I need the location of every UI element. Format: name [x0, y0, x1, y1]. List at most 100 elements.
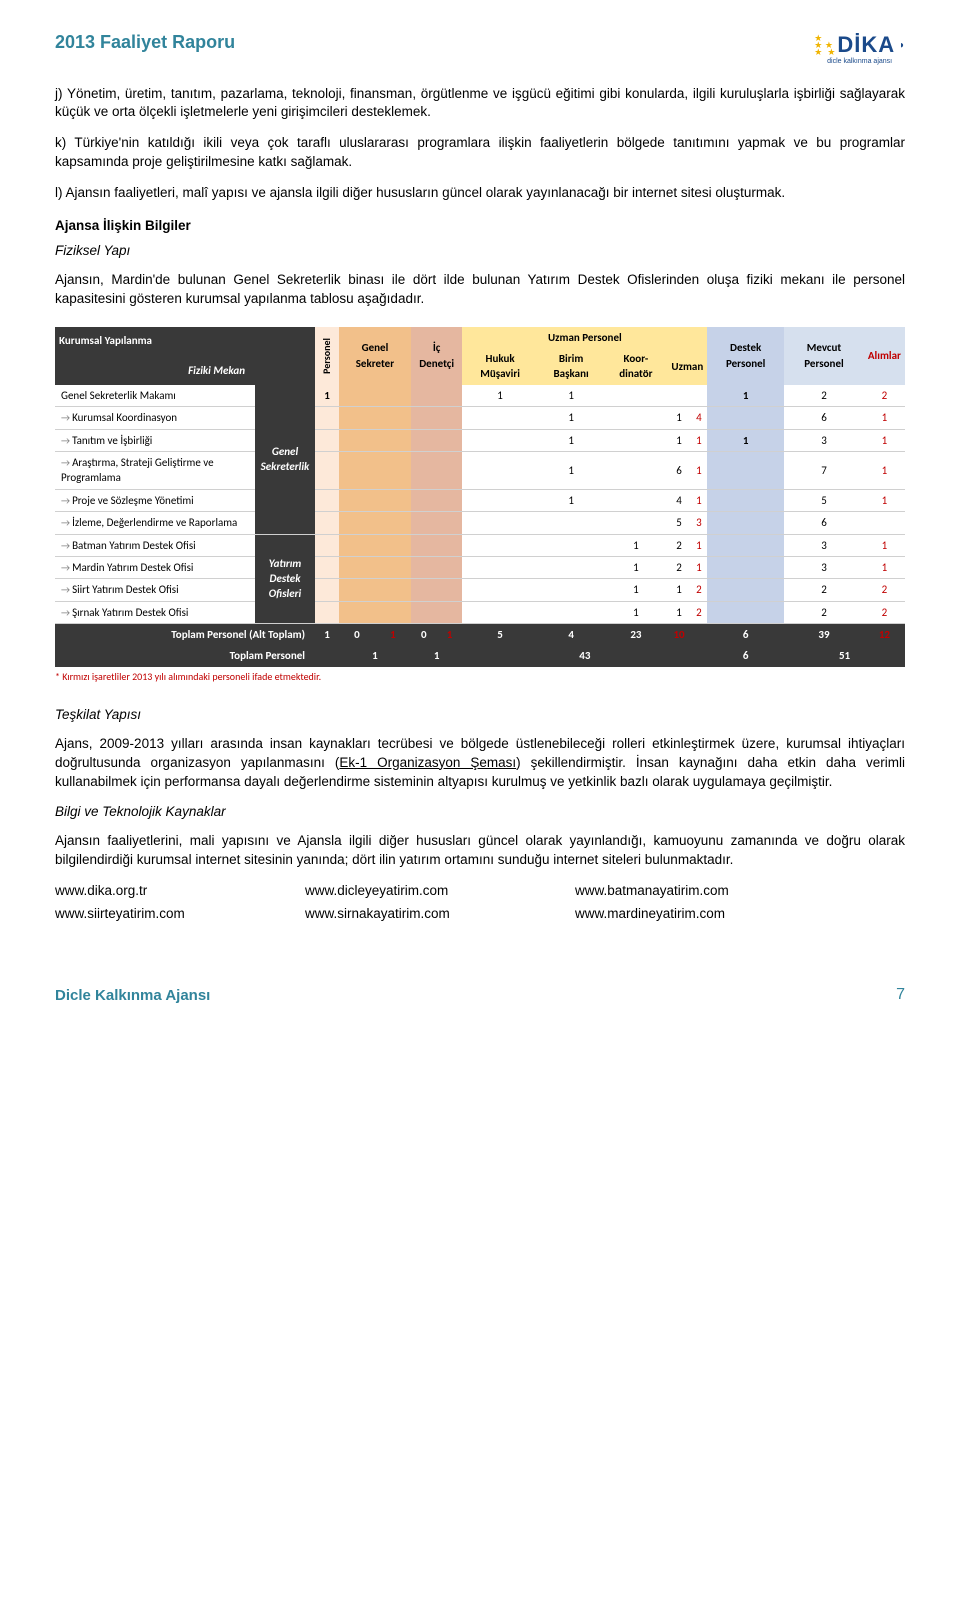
cell: 1	[707, 385, 784, 407]
url-dika[interactable]: www.dika.org.tr	[55, 882, 255, 901]
cell	[339, 429, 411, 451]
table-row: Tanıtım ve İşbirliği111131	[55, 429, 905, 451]
cell: 1	[604, 579, 667, 601]
cell: 1	[691, 429, 708, 451]
cell: 6	[667, 451, 690, 489]
footer-agency-name: Dicle Kalkınma Ajansı	[55, 985, 210, 1006]
cell	[462, 512, 537, 534]
cell: 1	[538, 429, 605, 451]
cell	[707, 407, 784, 429]
table-row: Araştırma, Strateji Geliştirme ve Progra…	[55, 451, 905, 489]
group-genel-sekreterlik: Genel Sekreterlik	[255, 385, 315, 534]
cell	[707, 451, 784, 489]
url-siirt[interactable]: www.siirteyatirim.com	[55, 905, 255, 924]
th-uzman: Uzman	[667, 348, 707, 385]
cell: 1	[691, 451, 708, 489]
cell: 1	[864, 534, 905, 556]
cell: 6	[707, 624, 784, 646]
logo-subtitle: dicle kalkınma ajansı	[827, 57, 892, 67]
cell	[411, 601, 463, 623]
table-row: Genel Sekreterlik Makamı Genel Sekreterl…	[55, 385, 905, 407]
table-note: * Kırmızı işaretliler 2013 yılı alımında…	[55, 670, 905, 684]
cell: 3	[784, 556, 864, 578]
th-hukuk: Hukuk Müşaviri	[462, 348, 537, 385]
url-batman[interactable]: www.batmanayatirim.com	[575, 882, 729, 901]
cell: 1	[437, 624, 463, 646]
cell: 39	[784, 624, 864, 646]
cell: 2	[784, 385, 864, 407]
row-name: Tanıtım ve İşbirliği	[55, 429, 255, 451]
cell: 1	[691, 556, 708, 578]
logo-stars: ★★ ★★ ★	[814, 35, 835, 57]
th-mevcut: Mevcut Personel	[784, 327, 864, 385]
cell	[538, 579, 605, 601]
heading-teskilat: Teşkilat Yapısı	[55, 706, 905, 725]
cell: 1	[462, 385, 537, 407]
cell	[462, 534, 537, 556]
cell	[462, 489, 537, 511]
subtotal-row: Toplam Personel (Alt Toplam) 1 01 01 5 4…	[55, 624, 905, 646]
cell: 0	[411, 624, 437, 646]
cell: 7	[784, 451, 864, 489]
th-genel-sekreter: Genel Sekreter	[339, 327, 411, 385]
cell: 1	[375, 624, 411, 646]
row-name: Mardin Yatırım Destek Ofisi	[55, 556, 255, 578]
logo: ★★ ★★ ★ DİKA ◗ dicle kalkınma ajansı	[814, 30, 905, 67]
table-row: Batman Yatırım Destek Ofisi Yatırım Dest…	[55, 534, 905, 556]
cell: 5	[784, 489, 864, 511]
cell	[707, 601, 784, 623]
cell: 1	[864, 429, 905, 451]
cell: 2	[784, 579, 864, 601]
cell	[604, 407, 667, 429]
cell	[864, 512, 905, 534]
group-yatirim-destek: Yatırım Destek Ofisleri	[255, 534, 315, 624]
cell	[538, 534, 605, 556]
cell	[411, 512, 463, 534]
cell: 1	[691, 489, 708, 511]
logo-swoosh-icon: ◗	[899, 40, 905, 51]
cell	[462, 407, 537, 429]
paragraph-ajansin: Ajansın, Mardin'de bulunan Genel Sekrete…	[55, 271, 905, 309]
total-label: Toplam Personel	[55, 645, 315, 666]
cell	[411, 489, 463, 511]
cell: 1	[864, 451, 905, 489]
cell: 3	[784, 429, 864, 451]
cell	[707, 579, 784, 601]
paragraph-j: j) Yönetim, üretim, tanıtım, pazarlama, …	[55, 85, 905, 123]
table-row: Kurumsal Koordinasyon11461	[55, 407, 905, 429]
cell	[411, 556, 463, 578]
url-row-2: www.siirteyatirim.com www.sirnakayatirim…	[55, 905, 905, 924]
cell	[339, 512, 411, 534]
row-name: Genel Sekreterlik Makamı	[55, 385, 255, 407]
th-koor: Koor-dinatör	[604, 348, 667, 385]
cell	[667, 385, 690, 407]
row-name: Araştırma, Strateji Geliştirme ve Progra…	[55, 451, 255, 489]
cell: 1	[864, 556, 905, 578]
cell: 2	[784, 601, 864, 623]
cell	[538, 556, 605, 578]
cell: 1	[707, 429, 784, 451]
cell	[339, 534, 411, 556]
row-name: İzleme, Değerlendirme ve Raporlama	[55, 512, 255, 534]
cell	[707, 534, 784, 556]
cell	[315, 451, 339, 489]
url-row-1: www.dika.org.tr www.dicleyeyatirim.com w…	[55, 882, 905, 901]
cell	[315, 534, 339, 556]
url-mardin[interactable]: www.mardineyatirim.com	[575, 905, 725, 924]
th-birim: Birim Başkanı	[538, 348, 605, 385]
cell: 10	[667, 624, 690, 646]
cell: 1	[691, 534, 708, 556]
paragraph-k: k) Türkiye'nin katıldığı ikili veya çok …	[55, 134, 905, 172]
th-personel: Personel	[319, 332, 335, 380]
url-sirnak[interactable]: www.sirnakayatirim.com	[305, 905, 525, 924]
cell	[462, 429, 537, 451]
link-ek1[interactable]: Ek-1 Organizasyon Şeması	[339, 755, 516, 770]
cell: 1	[604, 601, 667, 623]
cell: 1	[538, 451, 605, 489]
cell: 4	[667, 489, 690, 511]
cell	[315, 601, 339, 623]
table-row: Proje ve Sözleşme Yönetimi14151	[55, 489, 905, 511]
cell: 3	[691, 512, 708, 534]
total-row: Toplam Personel 1 1 43 6 51	[55, 645, 905, 666]
url-dicle[interactable]: www.dicleyeyatirim.com	[305, 882, 525, 901]
